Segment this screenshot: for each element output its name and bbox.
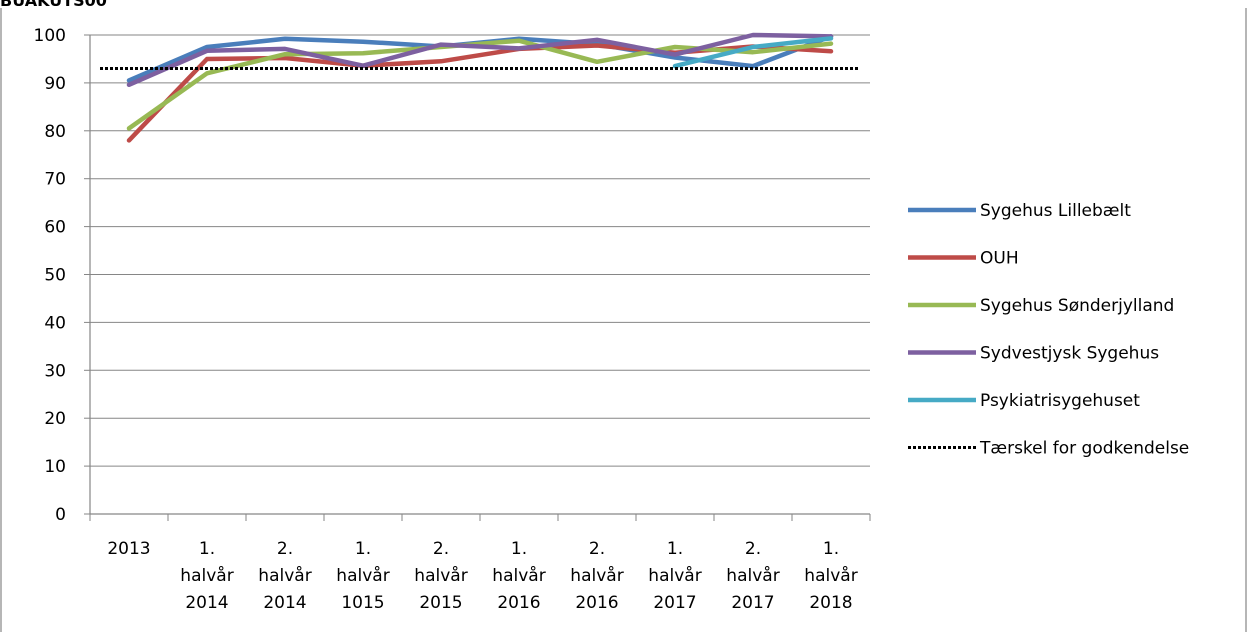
- legend-label: Sygehus Lillebælt: [980, 201, 1131, 221]
- series-line-5: [672, 36, 834, 69]
- x-tick-label-line: 2.: [589, 539, 605, 559]
- x-tick-label-line: 1.: [511, 539, 527, 559]
- y-tick-label: 80: [44, 122, 66, 142]
- x-tick-label-line: halvår: [414, 565, 467, 586]
- legend-label: Psykiatrisygehuset: [980, 391, 1140, 411]
- legend: Sygehus Lillebælt OUH Sygehus Sønderjyllan…: [908, 201, 1189, 459]
- x-tick-label: 2013: [107, 539, 150, 559]
- x-tick-label-line: 2017: [653, 593, 696, 613]
- x-tick-label-line: 2014: [263, 593, 306, 613]
- x-tick-label-line: 2013: [107, 539, 150, 559]
- x-tick-label-line: halvår: [336, 565, 389, 586]
- y-tick-label: 40: [44, 313, 66, 333]
- x-tick-label-line: 2016: [575, 593, 618, 613]
- x-tick-label: 2. halvår 2014: [258, 539, 311, 613]
- x-tick-label-line: 2.: [277, 539, 293, 559]
- x-tick-label-line: halvår: [180, 565, 233, 586]
- y-tick-label: 10: [44, 457, 66, 477]
- gridlines: [90, 34, 870, 467]
- x-tick-label-line: 2.: [745, 539, 761, 559]
- x-tick-label-line: 1015: [341, 593, 384, 613]
- clipped-header-text: BUAKUTS00: [0, 0, 107, 10]
- x-tick-label-line: halvår: [570, 565, 623, 586]
- x-tick-label-line: 1.: [199, 539, 215, 559]
- legend-label: Sygehus Sønderjylland: [980, 296, 1174, 316]
- series-line-4: [126, 32, 834, 88]
- legend-label: Sydvestjysk Sygehus: [980, 344, 1159, 364]
- y-tick-label: 0: [55, 505, 66, 525]
- y-tick-label: 50: [44, 266, 66, 286]
- axes: [84, 34, 871, 521]
- y-tick-label: 20: [44, 409, 66, 429]
- x-tick-label-line: 1.: [823, 539, 839, 559]
- x-tick-label: 1. halvår 2017: [648, 539, 701, 613]
- series-lines: [100, 32, 860, 143]
- x-tick-label-line: halvår: [804, 565, 857, 586]
- x-tick-label-line: 2014: [185, 593, 228, 613]
- series-line-3: [126, 38, 834, 131]
- x-tick-label: 2. halvår 2016: [570, 539, 623, 613]
- y-tick-label: 90: [44, 74, 66, 94]
- x-tick-label-line: 1.: [667, 539, 683, 559]
- x-tick-label-line: 2018: [809, 593, 852, 613]
- x-tick-label-line: 2015: [419, 593, 462, 613]
- x-tick-label-line: 2016: [497, 593, 540, 613]
- x-tick-label-line: halvår: [492, 565, 545, 586]
- y-tick-label: 60: [44, 218, 66, 238]
- legend-label: Tærskel for godkendelse: [979, 439, 1189, 459]
- x-tick-label: 1. halvår 2016: [492, 539, 545, 613]
- y-tick-labels: 0 10 20 30 40 50 60 70 80 90 100: [34, 26, 66, 525]
- x-tick-label: 2. halvår 2015: [414, 539, 467, 613]
- x-tick-labels: 2013 1. halvår 2014 2. halvår 2014 1. halvår 1015…: [107, 539, 857, 613]
- x-tick-label-line: halvår: [648, 565, 701, 586]
- x-tick-label-line: 1.: [355, 539, 371, 559]
- x-tick-label: 1. halvår 2018: [804, 539, 857, 613]
- x-tick-label-line: 2.: [433, 539, 449, 559]
- legend-label: OUH: [980, 249, 1019, 269]
- x-tick-label: 2. halvår 2017: [726, 539, 779, 613]
- x-tick-label: 1. halvår 2014: [180, 539, 233, 613]
- series-line-2: [126, 43, 834, 143]
- x-tick-label-line: 2017: [731, 593, 774, 613]
- y-tick-label: 70: [44, 170, 66, 190]
- y-tick-label: 100: [34, 26, 66, 46]
- y-tick-label: 30: [44, 361, 66, 381]
- x-tick-label-line: halvår: [258, 565, 311, 586]
- x-tick-label: 1. halvår 1015: [336, 539, 389, 613]
- x-tick-label-line: halvår: [726, 565, 779, 586]
